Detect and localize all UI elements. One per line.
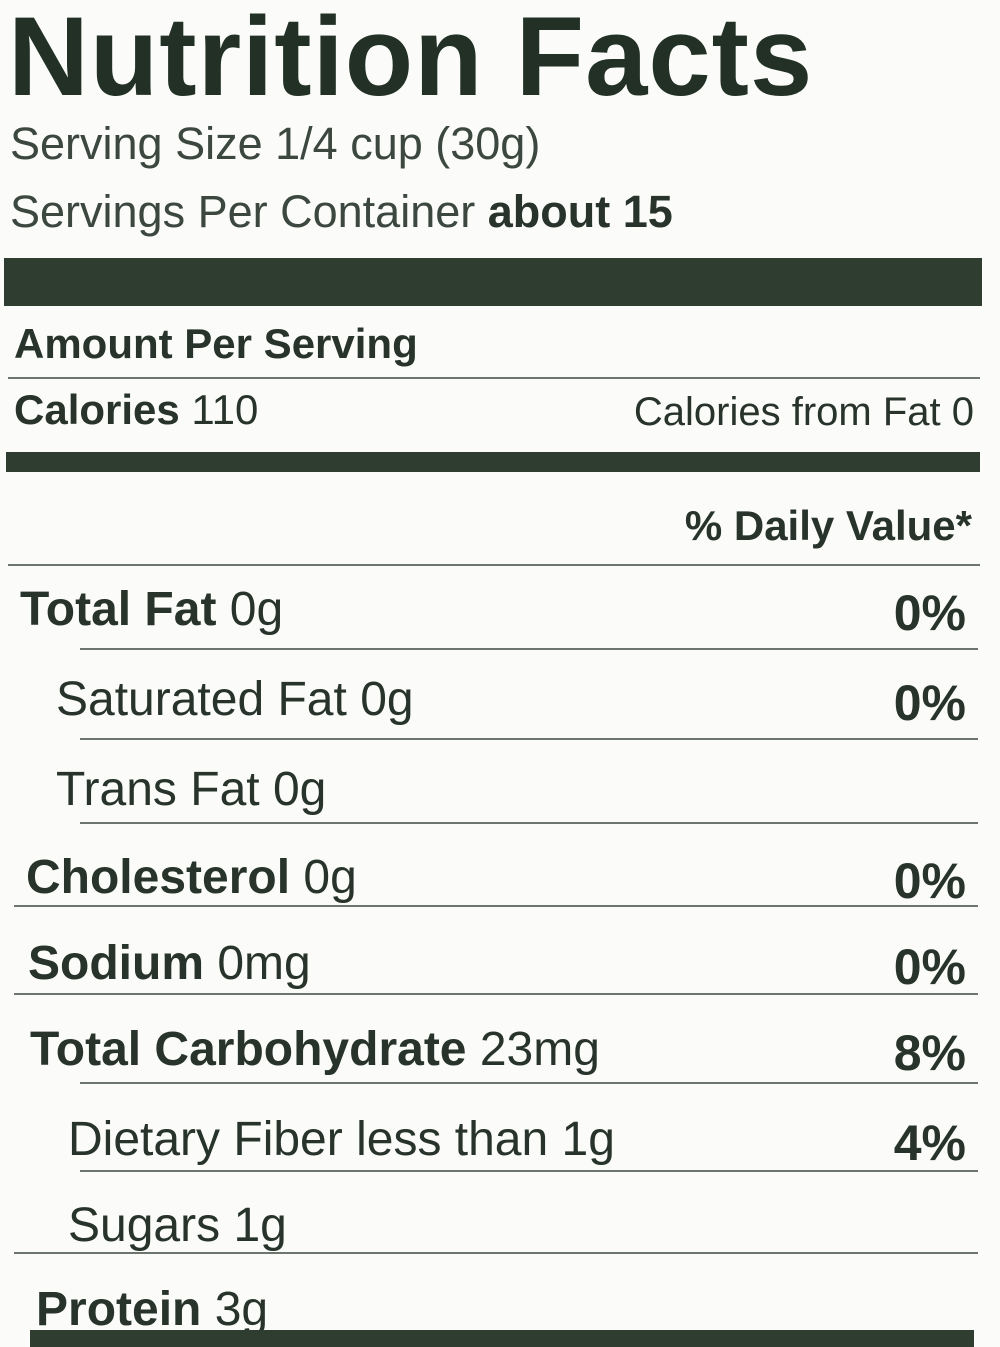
value: 1/4 cup (30g) <box>275 118 541 169</box>
nutrient-amount: 0mg <box>217 937 311 990</box>
daily-value: 0% <box>893 939 966 995</box>
nutrient: Total Fat 0g <box>20 582 283 637</box>
nutrient-name: Sodium <box>28 937 204 990</box>
thick-bar <box>6 452 980 472</box>
divider <box>8 377 980 379</box>
nutrient-amount: 0g <box>272 763 327 816</box>
daily-value-header: % Daily Value* <box>684 502 972 549</box>
nutrient-name: Protein <box>36 1283 202 1336</box>
nutrient: Trans Fat 0g <box>56 762 326 817</box>
daily-value: 8% <box>893 1025 966 1081</box>
daily-value: 0% <box>893 853 966 909</box>
nutrient: Sugars 1g <box>68 1198 287 1253</box>
divider <box>8 564 980 566</box>
divider <box>14 993 978 995</box>
nutrient-amount: 0g <box>360 673 414 726</box>
label: Serving Size <box>10 118 263 169</box>
nutrient-amount: 1g <box>233 1199 287 1252</box>
thick-bar <box>4 258 982 306</box>
divider <box>14 1252 978 1254</box>
value: 0 <box>951 390 974 434</box>
nutrient-amount: 23mg <box>479 1023 600 1076</box>
nutrient-name: Cholesterol <box>26 851 291 904</box>
nutrient-amount: less than 1g <box>356 1113 615 1166</box>
divider <box>80 1082 978 1084</box>
divider <box>80 822 978 824</box>
nutrient: Total Carbohydrate 23mg <box>30 1022 600 1077</box>
thick-bar <box>30 1330 974 1347</box>
nutrient-name: Total Fat <box>20 583 217 636</box>
divider <box>80 1170 978 1172</box>
amount-per-serving: Amount Per Serving <box>14 320 418 367</box>
daily-value: 0% <box>893 585 966 641</box>
label: Calories <box>14 386 180 433</box>
divider <box>80 648 978 650</box>
nutrient-name: Saturated Fat <box>56 673 347 726</box>
serving-size: Serving Size 1/4 cup (30g) <box>10 118 540 170</box>
calories: Calories 110 <box>14 386 258 434</box>
nutrient: Sodium 0mg <box>28 936 311 991</box>
nutrient-name: Sugars <box>68 1199 221 1252</box>
value: about 15 <box>487 186 673 237</box>
nutrient: Dietary Fiber less than 1g <box>68 1112 615 1167</box>
nutrient: Saturated Fat 0g <box>56 672 414 727</box>
nutrient: Cholesterol 0g <box>26 850 357 905</box>
nutrient-amount: 0g <box>303 851 357 904</box>
divider <box>80 738 978 740</box>
value: 110 <box>191 386 259 433</box>
nutrient-name: Total Carbohydrate <box>30 1023 467 1076</box>
nutrient-name: Dietary Fiber <box>68 1113 343 1166</box>
nutrient-amount: 0g <box>229 583 284 636</box>
label: Calories from Fat <box>633 390 941 434</box>
nutrient-name: Trans Fat <box>56 763 260 816</box>
calories-from-fat: Calories from Fat 0 <box>634 390 974 435</box>
divider <box>14 905 978 907</box>
servings-per-container: Servings Per Container about 15 <box>10 186 673 238</box>
daily-value: 0% <box>893 675 966 731</box>
daily-value: 4% <box>893 1115 966 1171</box>
nutrient: Protein 3g <box>36 1282 268 1337</box>
label: Servings Per Container <box>10 186 476 237</box>
nutrient-amount: 3g <box>214 1283 269 1336</box>
title: Nutrition Facts <box>8 0 814 119</box>
